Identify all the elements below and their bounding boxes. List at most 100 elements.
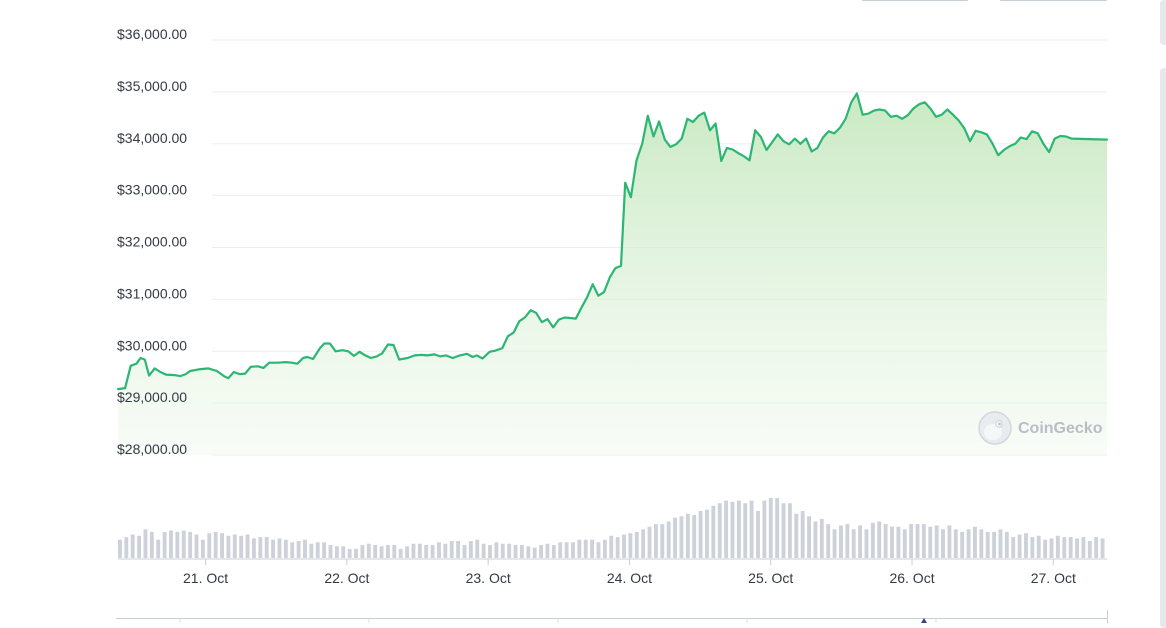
volume-bar: [322, 542, 327, 558]
watermark-text: CoinGecko: [1018, 420, 1103, 437]
volume-bar: [169, 530, 173, 558]
range-selector-edge[interactable]: [116, 610, 1108, 623]
volume-bar: [443, 543, 448, 558]
volume-bar: [673, 517, 677, 558]
x-tick-label: 26. Oct: [889, 570, 934, 586]
volume-bar: [507, 543, 512, 558]
toolbar-button-left-edge[interactable]: [862, 0, 968, 1]
side-panel-edge-bottom: [1160, 68, 1166, 628]
volume-bar: [437, 542, 441, 558]
volume-bar: [194, 534, 199, 558]
volume-bar: [660, 524, 665, 558]
coingecko-logo-icon: [978, 411, 1012, 445]
volume-bar: [124, 537, 129, 558]
volume-bar: [373, 545, 378, 558]
volume-bar: [1081, 537, 1086, 558]
volume-bar: [679, 516, 684, 558]
volume-bar: [468, 541, 473, 558]
volume-bar: [692, 515, 697, 558]
volume-bar: [909, 524, 914, 558]
volume-bar: [539, 545, 543, 558]
volume-bar: [379, 546, 384, 558]
volume-bar: [405, 546, 410, 558]
volume-bar: [768, 498, 773, 558]
volume-bar: [1036, 535, 1041, 558]
y-tick-label: $35,000.00: [117, 78, 187, 94]
volume-bar: [628, 533, 633, 558]
volume-bar: [992, 531, 997, 558]
volume-bar: [271, 539, 276, 558]
volume-bar: [1017, 534, 1022, 558]
volume-bar: [571, 542, 575, 558]
volume-bar: [647, 526, 652, 558]
volume-bar: [1024, 533, 1028, 558]
volume-bar: [807, 516, 811, 558]
volume-bar: [826, 524, 831, 558]
volume-bar: [398, 548, 403, 558]
y-tick-label: $29,000.00: [117, 389, 187, 405]
volume-bar: [462, 545, 467, 558]
volume-bar: [118, 539, 122, 558]
volume-bar: [309, 543, 314, 558]
volume-bar: [526, 546, 531, 558]
volume-bar: [149, 531, 154, 558]
volume-bar: [1100, 538, 1105, 558]
volume-bar: [794, 513, 799, 558]
volume-bar: [545, 543, 550, 558]
volume-bar: [430, 545, 435, 558]
volume-bar: [813, 521, 818, 558]
volume-bar: [303, 539, 307, 558]
y-tick-label: $28,000.00: [117, 441, 187, 457]
volume-bar: [947, 525, 952, 558]
volume-bar: [698, 511, 703, 558]
volume-bar: [500, 543, 505, 558]
volume-bar: [966, 529, 971, 558]
volume-bar: [998, 529, 1003, 558]
volume-bar: [577, 539, 582, 558]
volume-bar: [864, 529, 869, 558]
volume-bar: [385, 545, 390, 558]
volume-bar: [290, 542, 295, 558]
volume-bar: [264, 537, 269, 558]
volume-bar: [239, 535, 244, 558]
y-tick-label: $31,000.00: [117, 285, 187, 301]
volume-bar: [985, 531, 990, 558]
volume-bar: [615, 537, 620, 558]
x-tick-label: 24. Oct: [607, 570, 652, 586]
volume-bar: [328, 545, 333, 558]
volume-bar: [494, 542, 499, 558]
volume-bar: [622, 534, 626, 558]
volume-bar: [711, 505, 716, 558]
volume-bar: [213, 531, 218, 558]
volume-bar: [296, 541, 301, 558]
price-line-layer: [116, 92, 1109, 391]
volume-bar: [156, 539, 161, 558]
volume-bar: [488, 545, 492, 558]
volume-bar: [277, 538, 282, 558]
volume-bar: [736, 500, 741, 558]
volume-bar: [143, 529, 148, 558]
volume-bar: [787, 503, 792, 558]
toolbar-button-right-edge[interactable]: [1000, 0, 1107, 1]
volume-bar: [845, 524, 850, 558]
y-tick-label: $33,000.00: [117, 182, 187, 198]
volume-bar: [583, 539, 588, 558]
volume-bar: [207, 533, 212, 558]
volume-bar: [519, 545, 524, 558]
volume-bar: [685, 513, 690, 558]
volume-bar: [775, 498, 780, 558]
volume-bar: [870, 522, 875, 558]
x-tick-label: 25. Oct: [748, 570, 793, 586]
volume-bar: [973, 526, 977, 558]
volume-bar: [941, 529, 945, 558]
volume-bar: [756, 511, 760, 558]
x-tick-label: 23. Oct: [466, 570, 511, 586]
volume-bar: [130, 534, 135, 558]
volume-bar: [449, 541, 454, 558]
volume-bar: [551, 545, 556, 558]
volume-bar: [1087, 541, 1092, 558]
navigator-handle-icon[interactable]: [921, 618, 927, 623]
volume-bar: [602, 539, 607, 558]
volume-bar: [137, 535, 142, 558]
